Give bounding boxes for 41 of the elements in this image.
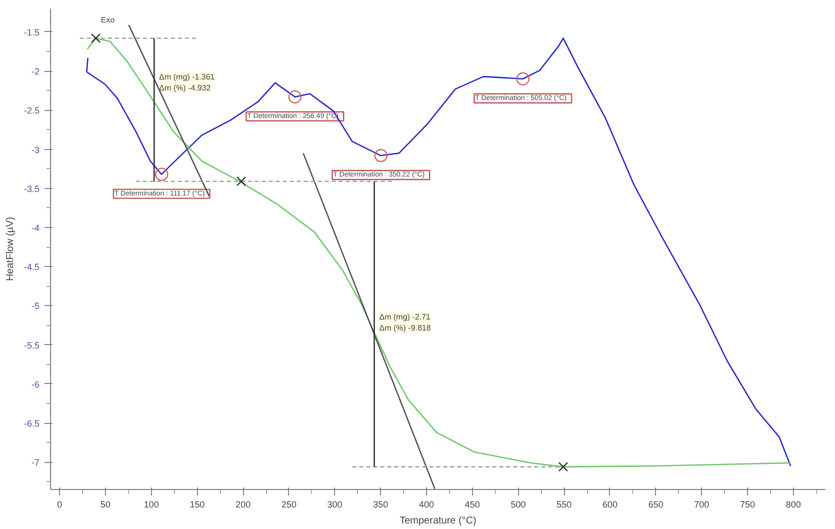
point [516, 72, 530, 86]
y-tick-label: -5 [32, 301, 40, 312]
x-tick-label: 400 [419, 500, 434, 510]
x-axis-title: Temperature (°C) [400, 516, 476, 526]
x-tick-label: 800 [786, 500, 801, 510]
point [236, 176, 246, 186]
point [90, 33, 101, 44]
x-tick-label: 300 [327, 500, 342, 510]
x-tick-label: 100 [144, 500, 159, 510]
x-tick-label: 200 [236, 500, 251, 510]
x-tick-label: 350 [373, 500, 388, 510]
y-tick-label: -5.5 [24, 340, 40, 350]
y-tick-label: -4 [32, 222, 40, 233]
x-tick-label: 0 [57, 500, 62, 510]
point [155, 168, 168, 181]
x-tick-label: 150 [190, 500, 205, 510]
x-tick-label: 450 [464, 500, 480, 510]
x-tick-label: 250 [281, 500, 296, 510]
y-tick-label: -6.5 [24, 418, 40, 429]
y-tick-label: -6 [32, 379, 40, 390]
x-tick-label: 700 [694, 500, 710, 510]
x-tick-label: 550 [556, 500, 572, 510]
annotation: Δm (mg) -1.361 Δm (%) -4.932 [159, 72, 216, 92]
annotation: Δm (mg) -2.71 Δm (%) -9.818 [379, 312, 432, 332]
y-tick-label: -4.5 [24, 262, 40, 272]
y-axis-title: HeatFlow (µV) [4, 216, 16, 282]
point [374, 148, 388, 162]
point [288, 90, 302, 104]
x-tick-label: 600 [602, 500, 618, 510]
y-tick-label: -3.5 [24, 184, 40, 194]
y-tick-label: -1.5 [24, 27, 40, 38]
x-tick-label: 650 [648, 500, 664, 510]
x-tick-label: 500 [510, 500, 526, 510]
y-tick-label: -3 [32, 144, 40, 155]
y-tick-label: -7 [32, 458, 40, 468]
y-tick-label: -2 [32, 66, 40, 77]
point [558, 462, 568, 472]
x-tick-label: 50 [100, 500, 111, 510]
x-tick-label: 750 [740, 500, 756, 510]
y-tick-label: -2.5 [24, 106, 40, 116]
annotation: Exo [100, 16, 116, 25]
